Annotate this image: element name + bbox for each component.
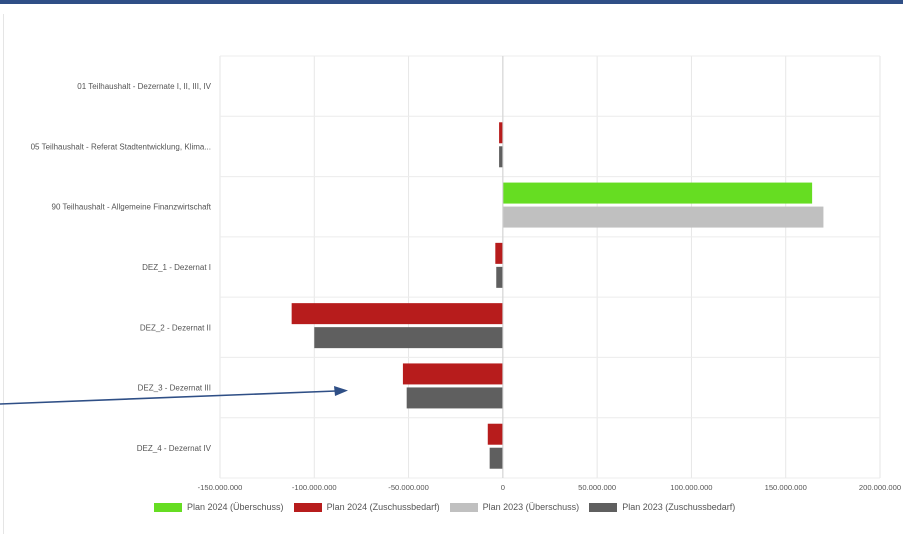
x-tick-label: 150.000.000 [765, 483, 807, 492]
bar-plan-2023-zuschussbedarf- [496, 266, 503, 288]
legend-label: Plan 2024 (Zuschussbedarf) [326, 502, 440, 512]
annotation-arrow-line [0, 390, 337, 405]
category-label: 01 Teilhaushalt - Dezernate I, II, III, … [77, 82, 211, 91]
bar-plan-2023-berschuss- [502, 206, 824, 228]
bar-plan-2024-zuschussbedarf- [495, 242, 503, 264]
legend-item[interactable]: Plan 2023 (Überschuss) [449, 502, 580, 512]
x-tick-label: -150.000.000 [198, 483, 243, 492]
category-label: DEZ_4 - Dezernat IV [137, 444, 212, 453]
x-tick-label: 0 [501, 483, 505, 492]
bar-plan-2024-berschuss- [502, 182, 813, 204]
chart-legend: Plan 2024 (Überschuss) Plan 2024 (Zuschus… [154, 502, 745, 512]
legend-label: Plan 2024 (Überschuss) [187, 502, 284, 512]
bar-plan-2024-zuschussbedarf- [291, 303, 503, 325]
window-top-bar [0, 0, 903, 4]
category-label: 05 Teilhaushalt - Referat Stadtentwicklu… [31, 142, 211, 151]
annotation-arrow-head [334, 386, 348, 396]
budget-bar-chart: -150.000.000 -100.000.000 -50.000.000 0 50.0… [31, 55, 901, 492]
legend-label: Plan 2023 (Überschuss) [482, 502, 580, 512]
legend-item[interactable]: Plan 2023 (Zuschussbedarf) [589, 502, 735, 512]
category-label: DEZ_2 - Dezernat II [140, 323, 211, 332]
x-tick-label: 50.000.000 [578, 483, 616, 492]
bar-plan-2023-zuschussbedarf- [406, 387, 503, 409]
chart-panel-frame [3, 14, 900, 534]
category-label: DEZ_1 - Dezernat I [142, 263, 211, 272]
legend-swatch [589, 502, 618, 512]
category-label: DEZ_3 - Dezernat III [138, 384, 211, 393]
legend-item[interactable]: Plan 2024 (Überschuss) [154, 502, 284, 512]
bar-plan-2023-zuschussbedarf- [314, 327, 503, 349]
x-tick-label: 100.000.000 [670, 483, 712, 492]
x-tick-label: 200.000.000 [859, 483, 901, 492]
legend-swatch [154, 502, 182, 512]
category-label: 90 Teilhaushalt - Allgemeine Finanzwirts… [52, 203, 212, 212]
bar-plan-2024-zuschussbedarf- [487, 423, 503, 445]
legend-swatch [449, 502, 478, 512]
legend-swatch [293, 502, 322, 512]
bar-plan-2024-zuschussbedarf- [402, 363, 503, 385]
bar-plan-2023-zuschussbedarf- [499, 146, 503, 168]
x-tick-label: -100.000.000 [292, 483, 337, 492]
legend-item[interactable]: Plan 2024 (Zuschussbedarf) [293, 502, 440, 512]
bar-plan-2023-zuschussbedarf- [489, 447, 503, 469]
legend-label: Plan 2023 (Zuschussbedarf) [622, 502, 736, 512]
bar-plan-2024-zuschussbedarf- [499, 122, 503, 144]
x-tick-label: -50.000.000 [388, 483, 429, 492]
